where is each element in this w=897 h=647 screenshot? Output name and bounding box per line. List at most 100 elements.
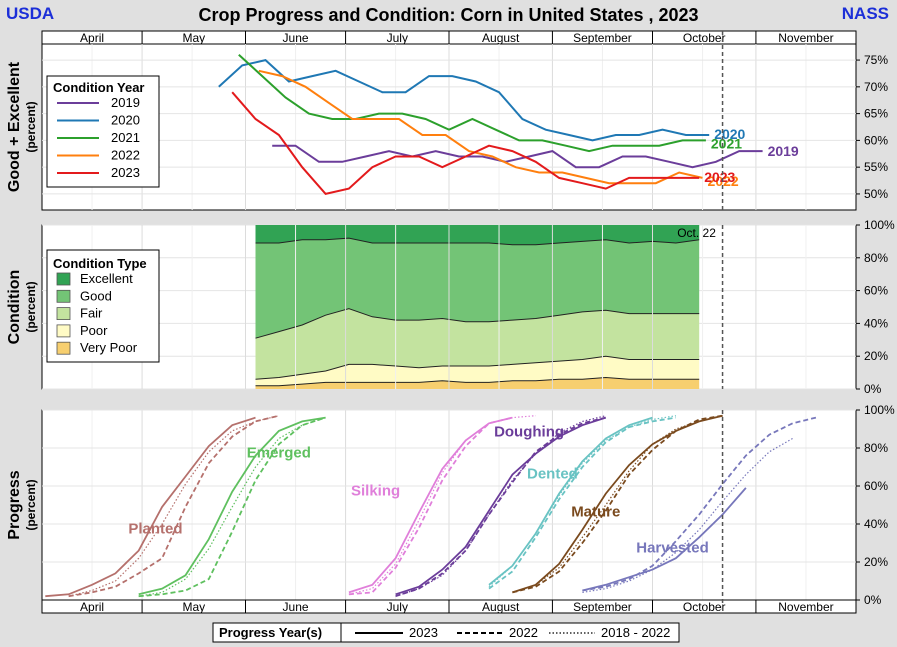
progress-line-harvested-y2022 [582, 416, 817, 592]
legend-label-2022: 2022 [111, 148, 140, 163]
month-label: November [778, 600, 833, 614]
legend-label-solid: 2023 [409, 625, 438, 640]
y-axis-subtitle: (percent) [24, 479, 38, 530]
y-axis-subtitle: (percent) [24, 101, 38, 152]
month-label: September [573, 31, 632, 45]
progress-legend-box [212, 622, 680, 643]
legend-swatch-fair [56, 307, 71, 321]
y-tick-label: 80% [864, 441, 888, 455]
series-end-label-2023: 2023 [704, 169, 735, 185]
progress-legend-title: Progress Year(s) [219, 625, 322, 640]
progress-line-doughing-y2023 [395, 416, 607, 596]
progress-line-dented-avg [488, 415, 676, 588]
stage-label-silking: Silking [351, 483, 400, 500]
y-tick-label: 0% [864, 593, 882, 607]
y-axis-title: Good + Excellent [6, 61, 23, 192]
boundary-line [255, 308, 700, 339]
legend-title: Condition Year [53, 80, 145, 95]
progress-line-planted-y2023 [45, 416, 256, 598]
month-label: June [283, 31, 309, 45]
date-annotation: Oct. 22 [677, 226, 716, 240]
legend-label-dotted: 2018 - 2022 [601, 625, 670, 640]
month-label: August [482, 600, 520, 614]
month-label: April [80, 31, 104, 45]
boundary-line [255, 376, 700, 387]
legend-swatch-excellent [56, 272, 71, 286]
series-line-2019 [272, 144, 763, 169]
y-tick-label: 20% [864, 349, 888, 363]
area-very-poor [255, 377, 700, 389]
series-end-label-2019: 2019 [768, 143, 799, 159]
progress-line-harvested-avg [582, 437, 793, 593]
y-axis-title: Condition [6, 270, 23, 345]
y-tick-label: 75% [864, 53, 888, 67]
legend-label-good: Good [80, 288, 112, 303]
y-tick-label: 50% [864, 187, 888, 201]
month-label: May [182, 31, 205, 45]
legend-label-2021: 2021 [111, 130, 140, 145]
legend-title: Condition Type [53, 256, 147, 271]
progress-line-emerged-avg [138, 417, 326, 597]
area-good [255, 238, 700, 339]
y-tick-label: 20% [864, 555, 888, 569]
legend-label-excellent: Excellent [80, 271, 133, 286]
legend-swatch-very-poor [56, 341, 71, 355]
stage-label-dented: Dented [527, 465, 578, 482]
legend-swatch-good [56, 289, 71, 303]
month-label: April [80, 600, 104, 614]
progress-line-silking-y2023 [348, 416, 513, 594]
series-line-2022 [258, 69, 703, 185]
y-tick-label: 70% [864, 80, 888, 94]
series-line-2020 [218, 59, 710, 142]
y-tick-label: 40% [864, 316, 888, 330]
month-label: October [683, 31, 726, 45]
y-tick-label: 100% [864, 403, 895, 417]
month-label: May [182, 600, 205, 614]
y-tick-label: 60% [864, 479, 888, 493]
progress-line-emerged-y2023 [138, 416, 326, 596]
y-tick-label: 0% [864, 382, 882, 396]
legend-label-2019: 2019 [111, 95, 140, 110]
stage-label-mature: Mature [571, 503, 620, 520]
chart-title: Crop Progress and Condition: Corn in Uni… [198, 5, 699, 25]
series-line-2021 [238, 53, 706, 153]
progress-line-doughing-avg [395, 415, 606, 597]
y-tick-label: 40% [864, 517, 888, 531]
legend-box [46, 75, 160, 188]
stage-label-planted: Planted [128, 521, 182, 538]
month-label: July [387, 31, 408, 45]
month-label: June [283, 600, 309, 614]
y-tick-label: 60% [864, 284, 888, 298]
month-label: July [387, 600, 408, 614]
y-tick-label: 60% [864, 133, 888, 147]
month-label: August [482, 31, 520, 45]
stage-label-doughing: Doughing [494, 424, 564, 441]
y-tick-label: 65% [864, 107, 888, 121]
legend-swatch-poor [56, 324, 71, 338]
y-axis-title: Progress [6, 470, 23, 539]
progress-line-dented-y2023 [488, 416, 653, 586]
y-tick-label: 80% [864, 251, 888, 265]
progress-line-mature-y2023 [512, 414, 723, 594]
stage-label-emerged: Emerged [247, 445, 311, 462]
progress-line-planted-avg [68, 415, 280, 597]
boundary-line [255, 355, 700, 380]
month-label: November [778, 31, 833, 45]
boundary-line [255, 237, 700, 246]
stage-label-harvested: Harvested [636, 540, 709, 557]
progress-line-planted-y2022 [68, 414, 280, 598]
month-label: September [573, 600, 632, 614]
legend-label-2020: 2020 [111, 113, 140, 128]
legend-label-dashed: 2022 [509, 625, 538, 640]
y-axis-subtitle: (percent) [24, 281, 38, 332]
legend-label-2023: 2023 [111, 165, 140, 180]
y-tick-label: 55% [864, 160, 888, 174]
legend-label-very-poor: Very Poor [80, 340, 138, 355]
usda-label: USDA [6, 4, 55, 23]
series-end-label-2021: 2021 [711, 135, 742, 151]
nass-label: NASS [841, 4, 889, 23]
month-label: October [683, 600, 726, 614]
progress-line-harvested-y2023 [582, 487, 747, 592]
area-fair [255, 308, 700, 380]
